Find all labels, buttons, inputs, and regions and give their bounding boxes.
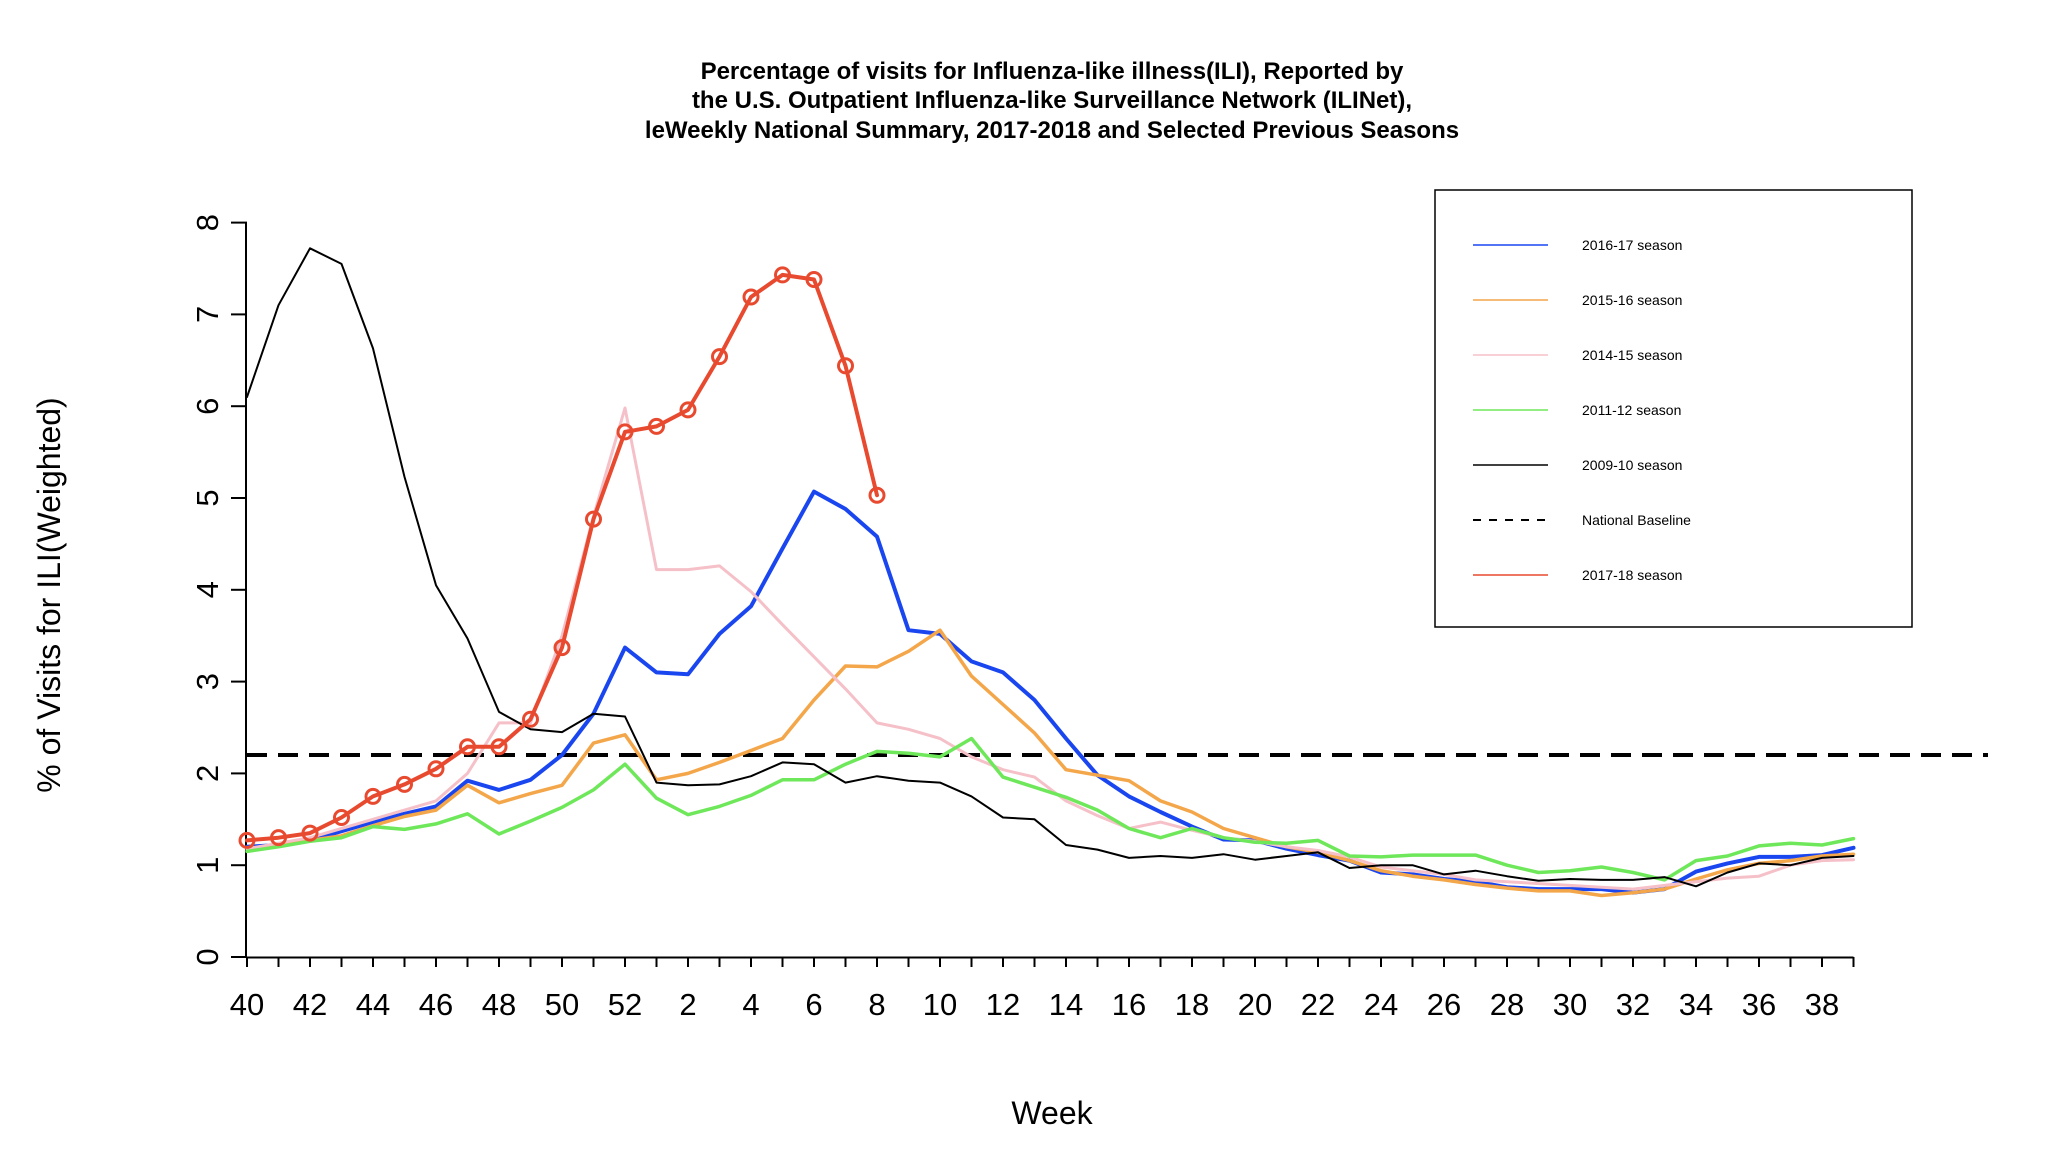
x-tick-label: 46 xyxy=(419,987,453,1022)
x-tick-label: 2 xyxy=(679,987,696,1022)
series-point-2017-18-season xyxy=(774,266,791,284)
series-point-2017-18-season xyxy=(837,357,854,375)
y-tick-label: 6 xyxy=(190,398,225,415)
y-tick-label: 5 xyxy=(190,489,225,506)
series-point-2017-18-season xyxy=(238,831,256,849)
series-line-2017-18-season xyxy=(245,272,879,843)
chart-title: Percentage of visits for Influenza-like … xyxy=(645,58,1459,144)
legend-label-2016-17-season: 2016-17 season xyxy=(1582,237,1682,253)
legend-label-2009-10-season: 2009-10 season xyxy=(1582,457,1682,473)
x-tick-label: 24 xyxy=(1364,987,1398,1022)
x-tick-label: 22 xyxy=(1301,987,1335,1022)
x-tick-label: 50 xyxy=(545,987,579,1022)
series-point-2017-18-season xyxy=(711,348,728,366)
y-tick-label: 7 xyxy=(190,306,225,323)
series-point-2017-18-season xyxy=(648,417,665,435)
x-tick-label: 28 xyxy=(1490,987,1524,1022)
series-point-2017-18-season xyxy=(396,775,413,793)
series-point-2017-18-season xyxy=(553,639,571,657)
x-tick-label: 6 xyxy=(805,987,822,1022)
series-point-2017-18-season xyxy=(427,760,445,778)
y-tick-label: 4 xyxy=(190,581,225,598)
x-tick-label: 48 xyxy=(482,987,516,1022)
x-tick-label: 34 xyxy=(1679,987,1713,1022)
series-point-2017-18-season xyxy=(270,829,287,847)
legend-label-national-baseline: National Baseline xyxy=(1582,512,1691,528)
series-point-2017-18-season xyxy=(522,710,539,728)
x-tick-label: 38 xyxy=(1805,987,1839,1022)
y-axis-label: % of Visits for ILI(Weighted) xyxy=(31,397,67,792)
legend-label-2011-12-season: 2011-12 season xyxy=(1582,402,1681,418)
x-tick-label: 26 xyxy=(1427,987,1461,1022)
legend-label-2015-16-season: 2015-16 season xyxy=(1582,292,1682,308)
chart-title-line-3: leWeekly National Summary, 2017-2018 and… xyxy=(645,117,1459,144)
series-point-2017-18-season xyxy=(742,288,760,306)
series-point-2017-18-season xyxy=(585,510,602,528)
series-line-2011-12-season xyxy=(245,736,1856,882)
series-point-2017-18-season xyxy=(333,808,350,826)
x-tick-label: 14 xyxy=(1049,987,1083,1022)
x-tick-label: 20 xyxy=(1238,987,1272,1022)
x-tick-label: 10 xyxy=(923,987,957,1022)
y-tick-label: 3 xyxy=(190,673,225,690)
series-line-2015-16-season xyxy=(245,628,1856,898)
chart-title-line-2: the U.S. Outpatient Influenza-like Surve… xyxy=(692,87,1412,114)
legend: 2016-17 season 2015-16 season 2014-15 seas… xyxy=(1434,189,1913,628)
legend-box xyxy=(1434,189,1913,628)
x-tick-label: 12 xyxy=(986,987,1020,1022)
y-tick-label: 8 xyxy=(190,214,225,231)
series-point-2017-18-season xyxy=(490,738,508,756)
series-point-2017-18-season xyxy=(364,787,382,805)
x-tick-label: 4 xyxy=(742,987,759,1022)
x-axis-label: Week xyxy=(1011,1095,1093,1131)
x-tick-label: 42 xyxy=(293,987,327,1022)
y-tick-label: 1 xyxy=(190,857,225,874)
x-tick-label: 16 xyxy=(1112,987,1146,1022)
x-tick-label: 36 xyxy=(1742,987,1776,1022)
series-line-2014-15-season xyxy=(245,406,1855,891)
x-tick-label: 30 xyxy=(1553,987,1587,1022)
series-point-2017-18-season xyxy=(616,423,634,441)
series-layer xyxy=(238,247,1988,898)
x-tick-label: 18 xyxy=(1175,987,1209,1022)
x-tick-label: 8 xyxy=(868,987,885,1022)
series-point-2017-18-season xyxy=(679,401,697,419)
series-line-2009-10-season xyxy=(246,247,1855,888)
x-tick-label: 52 xyxy=(608,987,642,1022)
chart-title-line-1: Percentage of visits for Influenza-like … xyxy=(701,58,1404,85)
series-point-2017-18-season xyxy=(805,271,823,289)
series-line-2016-17-season xyxy=(245,489,1856,895)
legend-label-2017-18-season: 2017-18 season xyxy=(1582,567,1682,583)
x-tick-label: 40 xyxy=(230,987,264,1022)
series-point-2017-18-season xyxy=(868,486,886,504)
legend-label-2014-15-season: 2014-15 season xyxy=(1582,347,1682,363)
series-point-2017-18-season xyxy=(301,824,319,842)
y-tick-label: 0 xyxy=(190,948,225,965)
axes: 40 42 44 46 48 50 52 2 4 6 8 10 12 14 16 18 20 22 24 26 28 30… xyxy=(190,214,1855,1022)
series-point-2017-18-season xyxy=(459,738,476,756)
y-tick-label: 2 xyxy=(190,765,225,782)
x-tick-label: 32 xyxy=(1616,987,1650,1022)
x-tick-label: 44 xyxy=(356,987,390,1022)
